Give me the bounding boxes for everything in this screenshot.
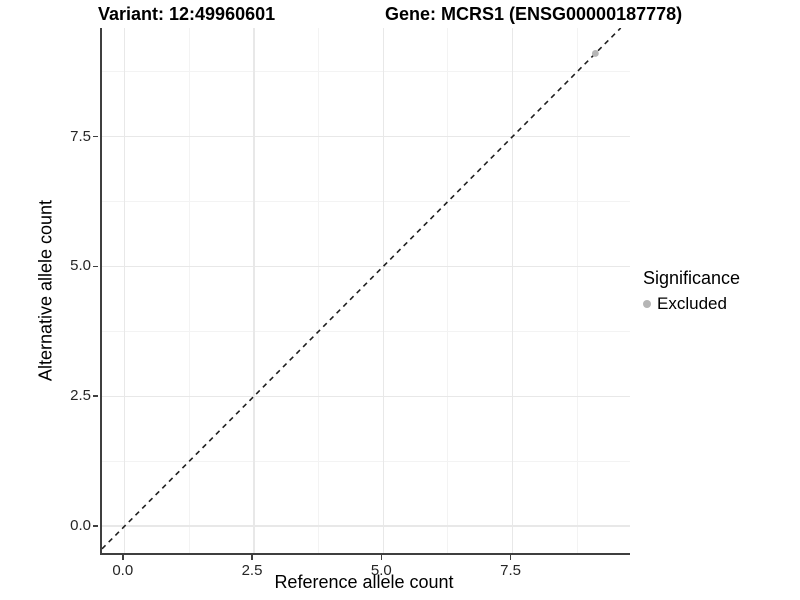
x-tick-label: 0.0 <box>112 562 134 579</box>
plot-canvas <box>102 28 622 550</box>
x-major-gridline <box>512 28 514 553</box>
y-minor-gridline <box>102 460 630 462</box>
x-tick-mark <box>380 555 383 560</box>
x-minor-gridline <box>576 28 578 553</box>
gene-title: Gene: MCRS1 (ENSG00000187778) <box>385 4 683 24</box>
x-minor-gridline <box>188 28 190 553</box>
x-tick-mark <box>509 555 512 560</box>
x-major-gridline <box>382 28 384 553</box>
identity-dashed-line <box>102 28 622 550</box>
x-major-gridline <box>124 28 126 553</box>
y-tick-mark <box>93 395 98 397</box>
y-tick-mark <box>93 135 98 138</box>
x-axis-title: Reference allele count <box>274 572 454 592</box>
y-tick-mark <box>93 525 98 527</box>
y-tick-label: 0.0 <box>70 516 91 534</box>
y-major-gridline <box>102 395 630 397</box>
y-minor-gridline <box>102 330 630 332</box>
x-tick-label: 2.5 <box>241 562 263 579</box>
x-major-gridline <box>253 28 255 553</box>
x-minor-gridline <box>318 28 320 553</box>
x-tick-label: 5.0 <box>370 562 392 579</box>
x-minor-gridline <box>447 28 449 553</box>
legend-title: Significance <box>643 268 741 288</box>
legend: Significance Excluded <box>643 268 740 314</box>
y-minor-gridline <box>102 71 630 73</box>
variant-title: Variant: 12:49960601 <box>98 4 276 24</box>
y-major-gridline <box>102 135 630 138</box>
y-major-gridline <box>102 525 630 527</box>
y-tick-mark <box>93 265 98 268</box>
y-tick-label: 7.5 <box>70 127 91 145</box>
data-point-excluded <box>591 50 599 57</box>
plot-panel <box>100 28 630 555</box>
y-major-gridline <box>102 265 630 267</box>
x-tick-label: 7.5 <box>500 562 522 579</box>
excluded-point-swatch-icon <box>643 300 651 308</box>
legend-item-label: Excluded <box>657 294 727 313</box>
y-minor-gridline <box>102 200 630 202</box>
y-axis-title: Alternative allele count <box>35 199 56 382</box>
x-tick-mark <box>251 555 253 560</box>
y-tick-label: 5.0 <box>70 257 91 275</box>
y-tick-label: 2.5 <box>70 387 91 405</box>
x-tick-mark <box>122 555 124 560</box>
legend-item-excluded: Excluded <box>643 294 740 314</box>
